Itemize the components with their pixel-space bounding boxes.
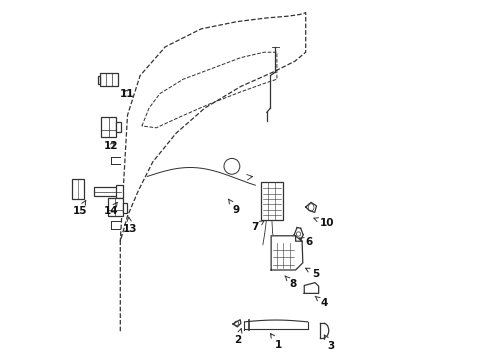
- FancyBboxPatch shape: [101, 73, 118, 86]
- FancyBboxPatch shape: [101, 117, 116, 137]
- Text: 6: 6: [299, 237, 312, 247]
- Text: 4: 4: [314, 296, 327, 308]
- FancyBboxPatch shape: [94, 187, 121, 196]
- Text: 13: 13: [122, 217, 137, 234]
- Text: 11: 11: [120, 89, 135, 99]
- FancyBboxPatch shape: [115, 185, 122, 198]
- Text: 14: 14: [104, 202, 119, 216]
- Text: 8: 8: [285, 276, 297, 289]
- Text: 5: 5: [305, 268, 319, 279]
- Polygon shape: [304, 283, 318, 293]
- Text: 1: 1: [270, 334, 282, 350]
- FancyBboxPatch shape: [122, 203, 127, 213]
- Text: 9: 9: [228, 199, 239, 215]
- FancyBboxPatch shape: [107, 198, 122, 216]
- FancyBboxPatch shape: [116, 122, 121, 132]
- FancyBboxPatch shape: [72, 179, 84, 199]
- Text: 7: 7: [251, 221, 264, 232]
- FancyBboxPatch shape: [261, 182, 282, 220]
- Text: 10: 10: [313, 218, 334, 228]
- Polygon shape: [270, 236, 302, 270]
- Polygon shape: [305, 202, 316, 212]
- Text: 3: 3: [324, 335, 334, 351]
- FancyBboxPatch shape: [98, 76, 101, 84]
- Text: 2: 2: [233, 329, 242, 345]
- Text: 12: 12: [104, 141, 118, 151]
- Text: 15: 15: [73, 200, 87, 216]
- Polygon shape: [232, 320, 241, 327]
